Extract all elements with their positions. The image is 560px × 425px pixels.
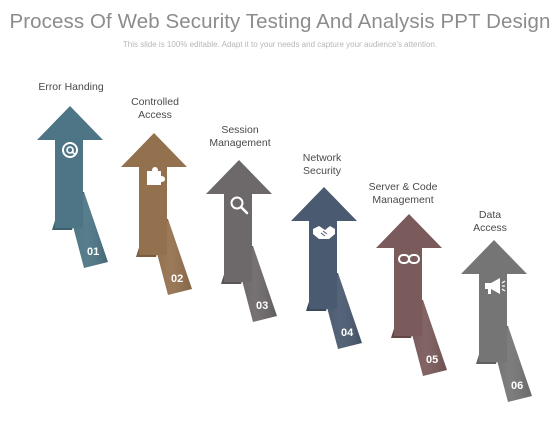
step-3-label: Session Management	[209, 124, 271, 149]
step-1-number: 01	[87, 246, 99, 258]
step-3-number: 03	[256, 300, 268, 312]
chain-link-icon	[398, 254, 420, 264]
step-1-arrow: 01	[37, 106, 108, 268]
step-2-label: Controlled Access	[131, 96, 179, 121]
step-4-arrow: 04	[291, 187, 362, 349]
handshake-icon	[313, 226, 335, 239]
step-6-arrow: 06	[461, 240, 532, 402]
step-4-label: Network Security	[302, 152, 342, 177]
step-4-arrow-body	[291, 187, 357, 309]
step-4-number: 04	[341, 327, 354, 339]
puzzle-piece-icon	[147, 167, 165, 185]
step-6-arrow-body	[461, 240, 527, 362]
step-6-label: Data Access	[473, 209, 507, 234]
megaphone-icon	[485, 278, 506, 294]
step-1-arrow-body	[37, 106, 103, 228]
step-2-arrow: 02	[121, 133, 192, 295]
step-2-arrow-body	[121, 133, 187, 255]
step-6-number: 06	[511, 380, 523, 392]
step-3-arrow-body	[206, 160, 272, 282]
step-5-arrow-body	[376, 214, 442, 336]
step-5-label: Server & Code Management	[368, 181, 438, 206]
step-3-arrow: 03	[206, 160, 277, 322]
magnifier-icon	[230, 196, 249, 215]
step-1-label: Error Handing	[38, 81, 104, 93]
step-5-number: 05	[426, 354, 438, 366]
slide-title: Process Of Web Security Testing And Anal…	[9, 10, 551, 33]
step-2-number: 02	[171, 273, 183, 285]
slide-subtitle: This slide is 100% editable. Adapt it to…	[122, 40, 438, 49]
step-5-arrow: 05	[376, 214, 447, 376]
at-sign-icon	[62, 142, 78, 158]
